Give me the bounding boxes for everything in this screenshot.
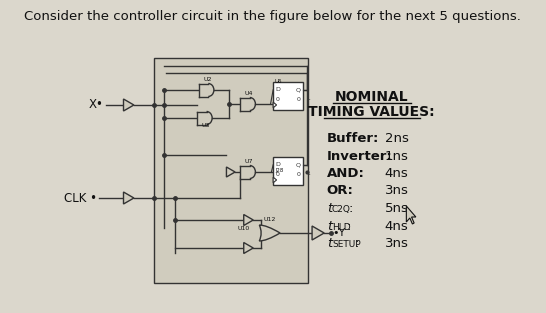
- Bar: [240, 98, 250, 110]
- Text: J28: J28: [275, 168, 283, 173]
- Text: U12: U12: [264, 217, 276, 222]
- Text: -: -: [308, 171, 310, 177]
- Text: D: D: [275, 87, 280, 92]
- Text: :: :: [354, 237, 359, 250]
- Text: t: t: [327, 219, 332, 233]
- Text: 5ns: 5ns: [385, 202, 408, 215]
- Text: 0: 0: [275, 97, 279, 102]
- Polygon shape: [123, 99, 134, 111]
- Text: U6: U6: [275, 79, 282, 84]
- PathPatch shape: [259, 225, 280, 241]
- Text: Buffer:: Buffer:: [327, 132, 379, 145]
- Text: CLK •: CLK •: [64, 192, 97, 204]
- Text: 4ns: 4ns: [385, 219, 408, 233]
- Bar: [199, 84, 208, 96]
- Text: :: :: [347, 219, 351, 233]
- Text: 0: 0: [296, 172, 300, 177]
- Polygon shape: [123, 192, 134, 204]
- Bar: [273, 82, 302, 110]
- Text: 1ns: 1ns: [385, 150, 408, 162]
- Polygon shape: [312, 226, 324, 240]
- Text: U10: U10: [238, 226, 250, 231]
- Text: 4ns: 4ns: [385, 167, 408, 180]
- Text: Q: Q: [295, 162, 300, 167]
- Text: U4: U4: [245, 91, 253, 96]
- Text: Q: Q: [295, 87, 300, 92]
- Text: 0: 0: [275, 172, 279, 177]
- Text: D: D: [275, 162, 280, 167]
- Text: -: -: [308, 96, 310, 102]
- Text: U2: U2: [203, 77, 212, 82]
- Text: t: t: [327, 202, 332, 215]
- Polygon shape: [227, 167, 235, 177]
- Text: X•: X•: [89, 99, 104, 111]
- Text: TIMING VALUES:: TIMING VALUES:: [308, 105, 435, 119]
- Bar: [154, 58, 308, 283]
- Text: NOMINAL: NOMINAL: [335, 90, 408, 104]
- Text: SETUP: SETUP: [332, 240, 360, 249]
- Text: 2ns: 2ns: [385, 132, 408, 145]
- Polygon shape: [273, 102, 277, 108]
- Text: t: t: [327, 237, 332, 250]
- Text: :: :: [348, 202, 353, 215]
- Text: C2Q: C2Q: [332, 205, 351, 214]
- Bar: [197, 111, 206, 125]
- Text: Consider the controller circuit in the figure below for the next 5 questions.: Consider the controller circuit in the f…: [24, 10, 521, 23]
- Text: OR:: OR:: [327, 184, 354, 198]
- Polygon shape: [406, 206, 416, 224]
- Bar: [273, 157, 302, 185]
- Bar: [240, 166, 250, 178]
- Text: U3: U3: [201, 123, 210, 128]
- Text: AND:: AND:: [327, 167, 365, 180]
- Polygon shape: [244, 243, 253, 254]
- Polygon shape: [244, 214, 253, 225]
- Text: 3ns: 3ns: [385, 237, 408, 250]
- Text: 3ns: 3ns: [385, 184, 408, 198]
- Polygon shape: [273, 177, 277, 183]
- Text: 0: 0: [296, 97, 300, 102]
- Text: U7: U7: [245, 159, 253, 164]
- Text: Inverter:: Inverter:: [327, 150, 393, 162]
- Text: •Y: •Y: [333, 228, 346, 238]
- Text: HLD: HLD: [332, 223, 351, 232]
